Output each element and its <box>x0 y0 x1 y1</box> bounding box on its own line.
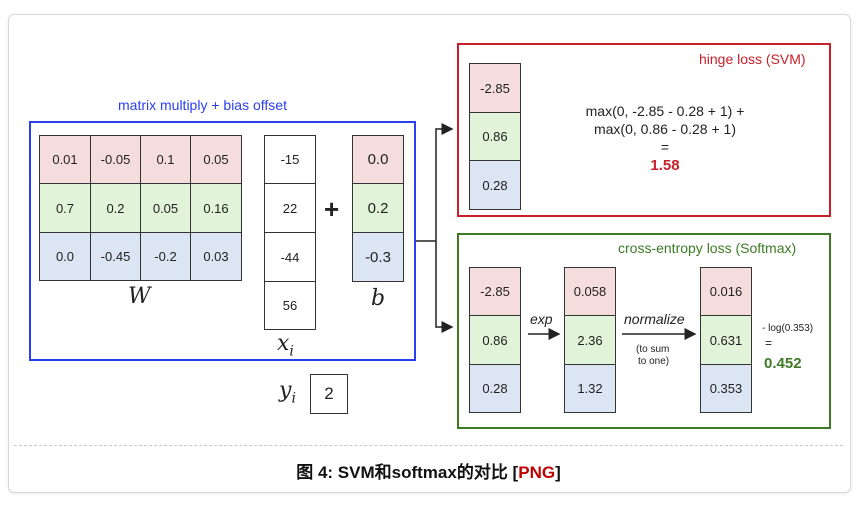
w-cell: 0.05 <box>190 135 242 184</box>
y-label: yi <box>279 378 296 407</box>
prob-cell: 0.631 <box>700 315 752 365</box>
hinge-loss-box <box>457 43 831 217</box>
exp-label: exp <box>530 311 553 327</box>
w-cell: 0.16 <box>190 183 242 233</box>
b-cell: 0.2 <box>352 183 404 233</box>
hinge-score-cell: 0.28 <box>469 160 521 210</box>
w-label: W <box>128 284 151 309</box>
hinge-loss-title: hinge loss (SVM) <box>699 51 806 67</box>
prob-cell: 0.016 <box>700 267 752 316</box>
softmax-score-cell: -2.85 <box>469 267 521 316</box>
prob-cell: 0.353 <box>700 364 752 413</box>
log-expression: - log(0.353) <box>762 323 814 334</box>
x-cell: 56 <box>264 281 316 330</box>
y-value-box: 2 <box>310 374 348 414</box>
w-cell: -0.05 <box>90 135 141 184</box>
normalize-note-line2: to one) <box>638 356 670 367</box>
b-label: b <box>371 286 386 311</box>
normalize-label: normalize <box>624 311 685 327</box>
b-cell: -0.3 <box>352 232 404 282</box>
softmax-loss-box <box>457 233 831 429</box>
plus-sign: + <box>324 194 340 224</box>
exp-value-cell: 1.32 <box>564 364 616 413</box>
hinge-score-cell: -2.85 <box>469 63 521 113</box>
w-cell: -0.2 <box>140 232 191 281</box>
hinge-formula-line1: max(0, -2.85 - 0.28 + 1) + <box>585 103 745 119</box>
hinge-equals: = <box>660 139 670 155</box>
softmax-loss-title: cross-entropy loss (Softmax) <box>618 240 797 256</box>
softmax-score-cell: 0.28 <box>469 364 521 413</box>
matrix-multiply-label: matrix multiply + bias offset <box>118 97 287 113</box>
x-label: xi <box>277 331 294 360</box>
x-cell: -44 <box>264 232 316 282</box>
exp-value-cell: 2.36 <box>564 315 616 365</box>
x-cell: 22 <box>264 183 316 233</box>
png-link[interactable]: PNG <box>518 463 556 482</box>
figure-caption: 图 4: SVM和softmax的对比 [PNG] <box>296 463 561 482</box>
hinge-score-cell: 0.86 <box>469 112 521 161</box>
matrix-multiply-box <box>29 121 416 361</box>
exp-value-cell: 0.058 <box>564 267 616 316</box>
w-cell: 0.0 <box>39 232 91 281</box>
w-cell: 0.03 <box>190 232 242 281</box>
softmax-equals: = <box>765 336 773 350</box>
softmax-score-cell: 0.86 <box>469 315 521 365</box>
x-cell: -15 <box>264 135 316 184</box>
normalize-note-line1: (to sum <box>636 344 670 355</box>
hinge-formula-line2: max(0, 0.86 - 0.28 + 1) <box>593 121 737 137</box>
caption-divider <box>14 445 843 446</box>
hinge-result: 1.58 <box>650 157 680 174</box>
softmax-result: 0.452 <box>764 355 802 372</box>
